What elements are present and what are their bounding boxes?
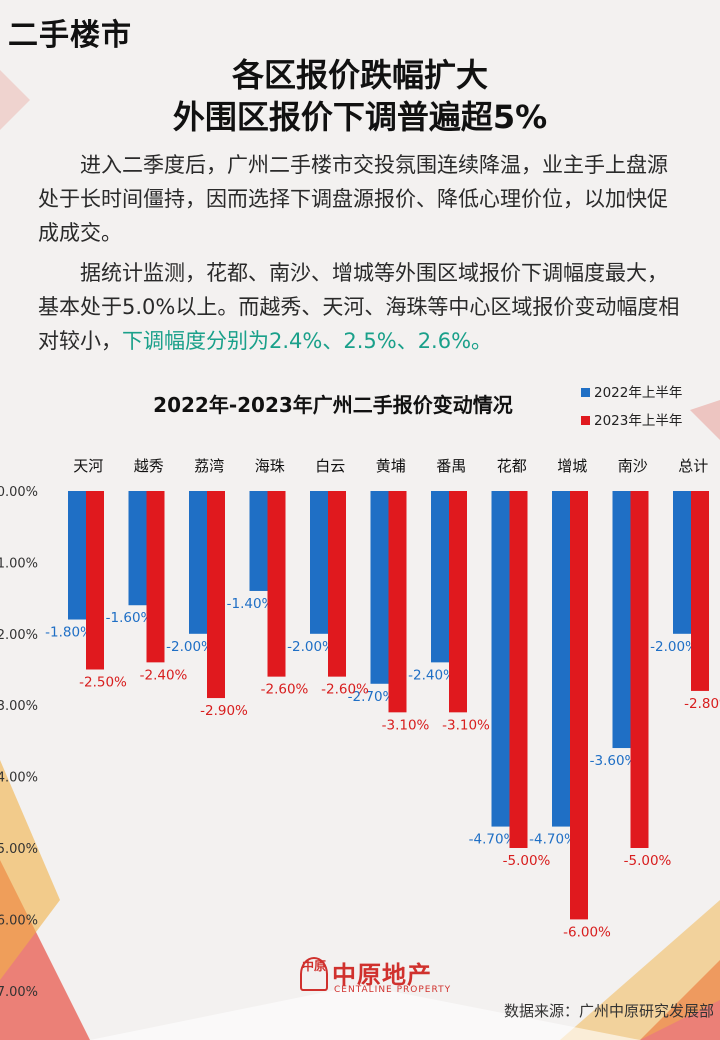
value-label-2022: -1.80% [45,625,93,641]
value-label-2022: -4.70% [529,832,577,848]
section-tag: 二手楼市 [8,18,132,53]
value-label-2023: -3.10% [382,717,430,733]
bar-2023 [207,491,225,699]
y-tick-label: -5.00% [0,842,38,857]
value-label-2022: -4.70% [469,832,517,848]
paragraph-2: 据统计监测，花都、南沙、增城等外围区域报价下调幅度最大，基本处于5.0%以上。而… [38,256,686,358]
category-label: 天河 [73,457,103,475]
bar-2022 [189,491,207,634]
paragraph-2-highlight: 下调幅度分别为2.4%、2.5%、2.6%。 [122,329,493,353]
value-label-2022: -2.00% [287,639,335,655]
bar-2022 [673,491,691,634]
category-label: 黄埔 [376,457,406,475]
bar-2023 [509,491,528,848]
bar-2023 [630,491,649,848]
value-label-2023: -2.50% [79,675,127,691]
bar-2022 [128,491,147,606]
value-label-2023: -3.10% [442,717,490,733]
category-label: 白云 [315,457,345,475]
category-label: 番禺 [436,457,466,475]
value-label-2023: -5.00% [503,853,551,869]
value-label-2022: -1.60% [106,610,154,626]
paragraph-1: 进入二季度后，广州二手楼市交投氛围连续降温，业主手上盘源处于长时间僵持，因而选择… [38,153,668,245]
legend-swatch-2 [581,416,590,425]
legend-swatch-1 [581,388,590,397]
legend-label-2: 2023年上半年 [594,413,682,429]
y-tick-label: -3.00% [0,699,38,714]
value-label-2022: -2.00% [166,639,214,655]
value-label-2023: -2.40% [140,667,188,683]
bar-2023 [86,491,104,670]
category-label: 总计 [678,457,708,475]
value-label-2023: -5.00% [624,853,672,869]
logo-name: 中原地产 [332,961,432,989]
y-tick-label: -1.00% [0,556,38,571]
bar-2022 [612,491,631,749]
bar-chart: 2022年-2023年广州二手报价变动情况 2022年上半年 2023年上半年 0.0… [0,385,720,1000]
bar-2022 [491,491,510,827]
category-label: 花都 [497,457,527,475]
chart-title: 2022年-2023年广州二手报价变动情况 [153,393,513,417]
y-tick-label: 0.00% [0,485,38,500]
category-label: 增城 [557,457,587,475]
value-label-2023: -2.80% [684,696,720,712]
legend-label-1: 2022年上半年 [594,385,682,401]
bar-2023 [267,491,286,677]
bar-2023 [146,491,165,663]
bar-2023 [328,491,346,677]
value-label-2023: -6.00% [563,924,611,940]
value-label-2022: -2.70% [348,689,396,705]
y-tick-label: -4.00% [0,771,38,786]
bar-2023 [388,491,407,713]
y-tick-label: -7.00% [0,985,38,1000]
bar-2023 [449,491,467,713]
y-tick-label: -2.00% [0,628,38,643]
category-label: 海珠 [255,457,285,475]
bar-2022 [249,491,268,591]
value-label-2022: -3.60% [590,753,638,769]
value-label-2022: -1.40% [227,596,275,612]
category-label: 荔湾 [194,457,224,475]
data-source-note: 数据来源：广州中原研究发展部 [503,1002,714,1020]
bar-2022 [370,491,389,684]
bar-2022 [68,491,86,620]
headline-line-2: 外围区报价下调普遍超5% [172,98,548,136]
headline-line-1: 各区报价跌幅扩大 [231,56,488,94]
value-label-2022: -2.40% [408,667,456,683]
bar-2023 [570,491,588,920]
bar-2022 [431,491,449,663]
logo-mark: 中原 [300,957,328,991]
bar-2023 [691,491,709,691]
logo-subtitle: CENTALINE PROPERTY [334,985,452,995]
y-tick-label: -6.00% [0,913,38,928]
value-label-2022: -2.00% [650,639,698,655]
paragraph-2-text: 据统计监测，花都、南沙、增城等外围区域报价下调幅度最大，基本处于5.0%以上。而… [38,261,680,353]
bar-2022 [552,491,570,827]
value-label-2023: -2.90% [200,703,248,719]
bar-2022 [310,491,328,634]
category-label: 南沙 [618,457,648,475]
category-label: 越秀 [134,457,164,475]
value-label-2023: -2.60% [261,682,309,698]
value-label-2023: -2.60% [321,682,369,698]
